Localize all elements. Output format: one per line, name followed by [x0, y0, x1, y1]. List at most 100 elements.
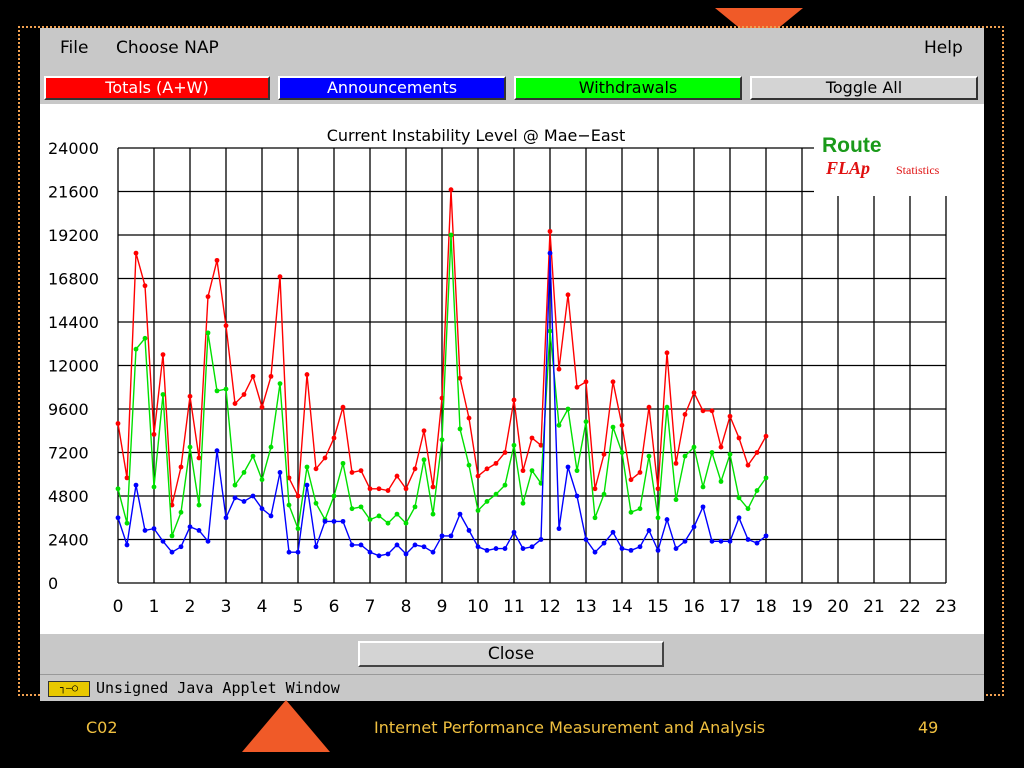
close-button[interactable]: Close — [358, 641, 664, 667]
status-bar: ┐–○ Unsigned Java Applet Window — [40, 674, 984, 701]
menu-help[interactable]: Help — [924, 38, 963, 58]
y-tick-label: 19200 — [48, 226, 99, 245]
data-point — [430, 484, 436, 490]
data-point — [466, 415, 472, 421]
logo-flap-text: FLAp — [825, 158, 870, 178]
data-point — [646, 528, 652, 533]
y-tick-label: 21600 — [48, 183, 99, 202]
data-point — [529, 435, 535, 441]
data-point — [646, 404, 652, 410]
data-point — [601, 491, 607, 497]
totals-toggle-button[interactable]: Totals (A+W) — [44, 76, 270, 100]
data-point — [304, 464, 310, 470]
data-point — [583, 537, 589, 542]
menu-file[interactable]: File — [60, 38, 89, 58]
x-tick-label: 0 — [113, 597, 124, 617]
data-point — [430, 549, 436, 555]
toggle-button-bar: Totals (A+W) Announcements Withdrawals T… — [40, 72, 984, 104]
data-point — [718, 444, 724, 450]
data-point — [574, 468, 580, 474]
data-point — [394, 511, 400, 517]
x-tick-label: 3 — [221, 597, 232, 617]
data-point — [610, 529, 616, 535]
data-point — [673, 497, 679, 503]
data-point — [403, 486, 409, 492]
announcements-toggle-button[interactable]: Announcements — [278, 76, 506, 100]
data-point — [529, 468, 535, 474]
data-point — [763, 433, 769, 439]
y-tick-label: 24000 — [48, 139, 99, 158]
data-point — [718, 538, 724, 544]
data-point — [763, 533, 769, 539]
footer-title: Internet Performance Measurement and Ana… — [374, 718, 766, 737]
logo-route-text: Route — [822, 134, 882, 157]
data-point — [187, 393, 193, 399]
data-point — [124, 520, 130, 526]
data-point — [745, 462, 751, 468]
data-point — [241, 392, 247, 397]
y-tick-label: 12000 — [48, 357, 99, 376]
data-point — [484, 499, 490, 504]
data-point — [682, 412, 688, 417]
x-tick-label: 18 — [755, 597, 777, 617]
data-point — [475, 544, 481, 550]
data-point — [223, 515, 229, 521]
data-point — [601, 540, 607, 546]
y-tick-label: 0 — [48, 574, 58, 593]
data-point — [349, 470, 355, 475]
x-tick-label: 6 — [329, 597, 340, 617]
data-point — [709, 450, 715, 455]
data-point — [412, 542, 418, 548]
data-point — [448, 232, 454, 238]
data-point — [124, 542, 130, 548]
data-point — [448, 533, 454, 539]
data-point — [331, 518, 337, 524]
data-point — [358, 504, 364, 510]
data-point — [187, 524, 193, 530]
x-tick-label: 19 — [791, 597, 813, 617]
data-point — [160, 352, 166, 358]
data-point — [601, 451, 607, 457]
data-point — [610, 424, 616, 430]
data-point — [403, 520, 409, 526]
y-tick-label: 9600 — [48, 400, 89, 419]
data-point — [520, 468, 526, 474]
toggle-all-button[interactable]: Toggle All — [750, 76, 978, 100]
data-point — [529, 544, 535, 550]
data-point — [727, 413, 733, 419]
data-point — [619, 450, 625, 455]
data-point — [637, 470, 643, 475]
x-tick-label: 23 — [935, 597, 957, 617]
data-point — [538, 537, 544, 542]
data-point — [295, 549, 301, 555]
data-point — [763, 475, 769, 481]
menu-choose-nap[interactable]: Choose NAP — [116, 38, 219, 58]
data-point — [259, 404, 265, 410]
data-point — [196, 455, 202, 461]
data-point — [547, 228, 553, 234]
data-point — [502, 482, 508, 488]
data-point — [655, 486, 661, 492]
data-point — [700, 484, 706, 490]
data-point — [160, 392, 166, 397]
data-point — [241, 470, 247, 475]
x-tick-label: 13 — [575, 597, 597, 617]
data-point — [223, 323, 229, 329]
data-point — [565, 292, 571, 298]
data-point — [241, 499, 247, 504]
data-point — [331, 493, 337, 499]
data-point — [367, 517, 373, 522]
data-point — [538, 442, 544, 448]
data-point — [412, 466, 418, 472]
footer-course-code: C02 — [86, 718, 118, 737]
data-point — [313, 544, 319, 550]
data-point — [592, 515, 598, 521]
withdrawals-toggle-button[interactable]: Withdrawals — [514, 76, 742, 100]
x-tick-label: 7 — [365, 597, 376, 617]
data-point — [133, 346, 139, 352]
data-point — [439, 437, 445, 443]
data-point — [376, 553, 382, 559]
data-point — [736, 495, 742, 501]
x-tick-label: 8 — [401, 597, 412, 617]
data-point — [646, 453, 652, 459]
